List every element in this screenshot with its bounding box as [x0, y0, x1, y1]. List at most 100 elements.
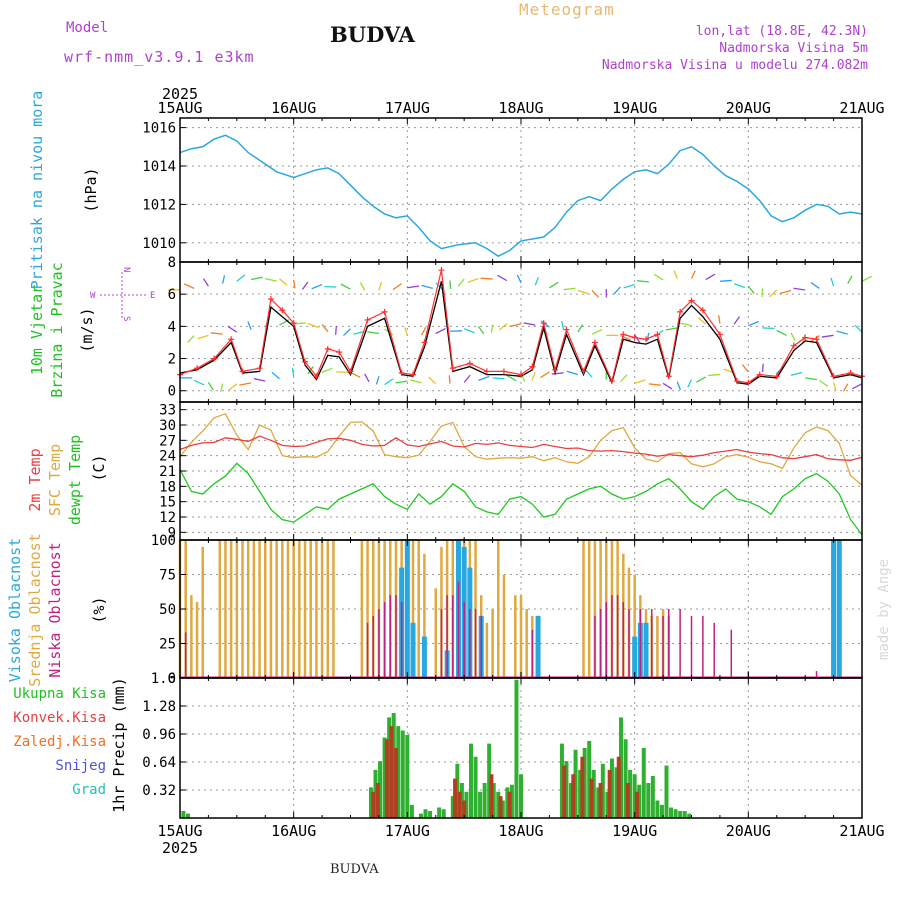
wind-arrow: [679, 322, 692, 327]
cloud-bar: [298, 540, 301, 678]
y-tick-label: 9: [168, 525, 176, 541]
time-label-bottom: 18AUG: [498, 822, 543, 840]
wind-arrow: [353, 330, 365, 335]
wind-arrow: [741, 364, 749, 373]
gust-marker: [194, 365, 201, 372]
wind-arrow: [463, 374, 471, 383]
cloud-bar: [599, 609, 602, 678]
wind-arrow: [375, 375, 380, 385]
precip-conv-bar: [634, 791, 639, 818]
cloud-bar: [497, 540, 500, 678]
precip-total-bar: [514, 679, 519, 818]
cloud-bar: [702, 615, 704, 678]
gust-marker: [813, 336, 820, 343]
precip-total-bar: [646, 783, 651, 818]
cloud-bar: [531, 629, 534, 678]
wind-arrow: [851, 383, 863, 390]
wind-arrow: [534, 277, 539, 286]
time-label-top: 19AUG: [612, 99, 657, 117]
gust-marker: [381, 308, 388, 315]
cloud-bar: [246, 540, 250, 678]
gust-marker: [398, 370, 405, 377]
precip-total-bar: [559, 743, 564, 818]
precip-total-bar: [459, 783, 464, 818]
precip-unit: 1hr Precip (mm): [110, 677, 128, 812]
wind-arrow: [420, 326, 427, 336]
precip-conv-bar: [580, 756, 585, 818]
gust-marker: [438, 267, 445, 274]
gust-marker: [449, 365, 456, 372]
y-tick-label: 50: [159, 602, 176, 618]
precip-total-bar: [587, 741, 592, 818]
precip-legend-item: Grad: [72, 782, 106, 798]
wind-arrow: [747, 285, 755, 294]
wind-arrow: [342, 328, 351, 337]
wind-arrow: [769, 289, 778, 298]
gust-marker: [580, 368, 587, 375]
cloud-bar: [366, 540, 369, 678]
sfc-temp-line: [179, 413, 863, 486]
cloud-bar: [326, 540, 330, 678]
wind-arrow: [183, 283, 195, 290]
gust-marker: [802, 334, 809, 341]
cloud-bar: [360, 540, 364, 678]
y-tick-label: 24: [159, 449, 176, 465]
precip-total-bar: [473, 756, 478, 818]
gust-marker: [563, 326, 570, 333]
y-tick-label: 30: [159, 418, 176, 434]
precip-conv-bar: [589, 778, 594, 818]
wind-arrow: [836, 330, 848, 335]
cloud-bar: [730, 629, 733, 678]
wind-arrow: [549, 281, 559, 289]
wind-arrow: [293, 279, 296, 289]
wind-arrow: [301, 281, 309, 290]
gust-marker: [228, 336, 235, 343]
compass-cross: [100, 272, 146, 318]
gust-marker: [529, 363, 536, 370]
y-tick-label: 25: [159, 637, 176, 653]
precip-total-bar: [573, 749, 578, 818]
cloud-bar: [269, 540, 273, 678]
wind-arrow: [779, 289, 792, 295]
dewpt-temp-line: [179, 462, 863, 536]
time-label-bottom: 19AUG: [612, 822, 657, 840]
temp-2m-line: [179, 435, 863, 461]
cloud-bar: [632, 636, 638, 678]
wind-arrow: [247, 321, 252, 330]
precip-conv-bar: [489, 774, 494, 818]
precip-conv-bar: [393, 748, 398, 818]
time-label-top: 15AUG: [157, 99, 202, 117]
time-label-top: 16AUG: [271, 99, 316, 117]
cloud-bar: [831, 540, 837, 678]
precip-total-bar: [664, 765, 669, 818]
precip-total-bar: [655, 800, 660, 818]
pressure-line: [179, 134, 863, 258]
cloud-bar: [252, 540, 256, 678]
y-tick-label: 18: [159, 479, 176, 495]
cloud-bar: [378, 609, 380, 678]
wind-arrow: [227, 325, 238, 333]
precip-total-bar: [669, 807, 674, 818]
gust-marker: [540, 320, 547, 327]
wind-arrow: [790, 371, 803, 377]
wind-arrow: [448, 375, 451, 384]
cloud-bar: [836, 540, 842, 678]
wind-arrow: [577, 324, 584, 333]
precip-legend-item: Snijeg: [55, 758, 106, 774]
gust-marker: [665, 373, 672, 380]
cloud-bar: [281, 540, 284, 678]
precip-total-bar: [628, 769, 633, 818]
precip-conv-bar: [507, 791, 512, 818]
precip-total-bar: [605, 791, 610, 818]
wind-arrow: [810, 281, 820, 289]
precip-total-bar: [428, 811, 433, 818]
wind-arrow: [819, 379, 829, 387]
cloud-bar: [535, 615, 541, 678]
model-name: wrf-nmm_v3.9.1 e3km: [64, 48, 255, 66]
wind-arrow: [321, 324, 329, 333]
compass-n: N: [121, 267, 131, 272]
precip-total-bar: [455, 763, 460, 818]
y-tick-label: 0.32: [142, 783, 176, 799]
cloud-bar: [320, 540, 324, 678]
